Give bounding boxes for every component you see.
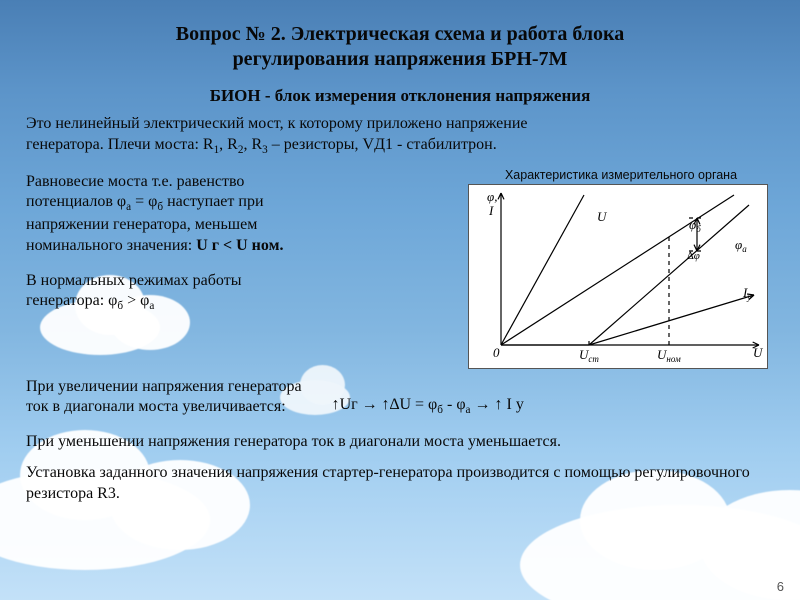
text-sub: а xyxy=(149,301,154,313)
svg-text:U: U xyxy=(753,345,764,360)
text: - φ xyxy=(443,396,466,413)
left-column: Равновесие моста т.е. равенство потенциа… xyxy=(26,168,458,369)
svg-text:φб: φб xyxy=(689,217,701,234)
chart-svg: φ,I 0 U Uφб φа Iу Uст Uном ∆φ xyxy=(469,185,767,368)
title-line-2: регулирования напряжения БРН-7М xyxy=(233,48,568,70)
text: > φ xyxy=(123,292,149,309)
text: номинального значения: xyxy=(26,237,196,254)
paragraph-1: Это нелинейный электрический мост, к кот… xyxy=(26,114,774,158)
paragraph-4-row: При увеличении напряжения генератора ток… xyxy=(26,377,774,419)
chart-caption: Характеристика измерительного органа xyxy=(468,168,774,182)
svg-text:Uст: Uст xyxy=(579,347,599,364)
text-bold: U г < U ном. xyxy=(196,237,283,254)
text: , R xyxy=(219,136,238,153)
svg-text:∆φ: ∆φ xyxy=(687,250,700,262)
text: В нормальных режимах работы xyxy=(26,272,241,289)
title-line-1: Вопрос № 2. Электрическая схема и работа… xyxy=(176,23,625,45)
text: – резисторы, VД1 - стабилитрон. xyxy=(268,136,497,153)
paragraph-6: При уменьшении напряжения генератора ток… xyxy=(26,432,774,453)
text: Это нелинейный электрический мост, к кот… xyxy=(26,115,527,132)
formula: ↑Uг → ↑∆U = φб - φа → ↑ I у xyxy=(332,395,524,418)
text: потенциалов φ xyxy=(26,193,126,210)
right-column: Характеристика измерительного органа φ,I… xyxy=(468,168,774,369)
text: Равновесие моста т.е. равенство xyxy=(26,173,244,190)
slide: Вопрос № 2. Электрическая схема и работа… xyxy=(0,0,800,600)
row-text-chart: Равновесие моста т.е. равенство потенциа… xyxy=(26,168,774,369)
slide-number: 6 xyxy=(777,579,784,594)
text: ток в диагонали моста увеличивается: xyxy=(26,398,286,415)
paragraph-3: В нормальных режимах работы генератора: … xyxy=(26,271,458,315)
svg-text:φ,: φ, xyxy=(487,189,497,204)
content-area: Вопрос № 2. Электрическая схема и работа… xyxy=(0,0,800,600)
text: → ↑ I у xyxy=(471,396,524,413)
text: наступает при xyxy=(163,193,263,210)
svg-text:Uном: Uном xyxy=(657,347,681,364)
text: генератора: φ xyxy=(26,292,117,309)
text: , R xyxy=(243,136,262,153)
text: генератора. Плечи моста: R xyxy=(26,136,214,153)
svg-text:U: U xyxy=(597,209,608,224)
paragraph-2: Равновесие моста т.е. равенство потенциа… xyxy=(26,172,458,257)
chart-box: φ,I 0 U Uφб φа Iу Uст Uном ∆φ xyxy=(468,184,768,369)
svg-text:I: I xyxy=(488,203,494,218)
slide-subtitle: БИОН - блок измерения отклонения напряже… xyxy=(26,86,774,106)
svg-text:0: 0 xyxy=(493,345,500,360)
text: = φ xyxy=(131,193,157,210)
text: напряжении генератора, меньшем xyxy=(26,216,257,233)
slide-title: Вопрос № 2. Электрическая схема и работа… xyxy=(26,22,774,72)
text: При увеличении напряжения генератора xyxy=(26,378,302,395)
paragraph-7: Установка заданного значения напряжения … xyxy=(26,463,774,505)
text: ↑Uг → ↑∆U = φ xyxy=(332,396,438,413)
paragraph-4-left: При увеличении напряжения генератора ток… xyxy=(26,377,302,419)
svg-text:Iу: Iу xyxy=(742,285,751,302)
svg-text:φа: φа xyxy=(735,237,747,254)
